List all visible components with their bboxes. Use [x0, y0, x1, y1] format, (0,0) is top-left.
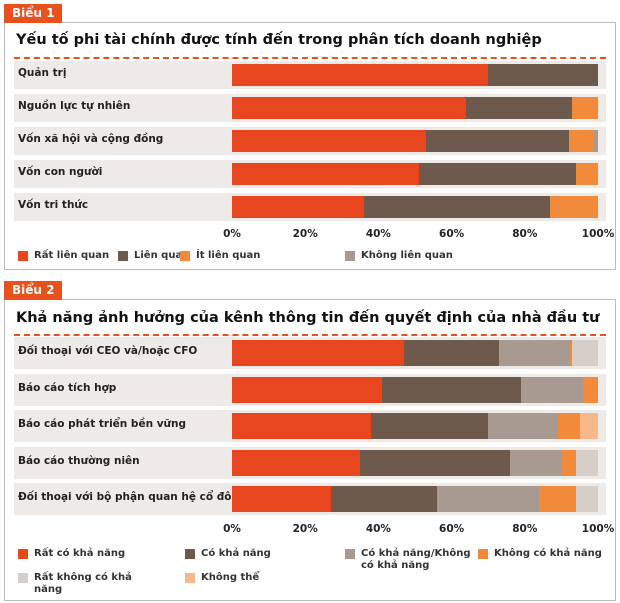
- category-label: Vốn con người: [18, 166, 103, 178]
- bar-segment: [568, 340, 573, 366]
- category-label: Báo cáo tích hợp: [18, 381, 117, 394]
- bar-segment: [583, 376, 598, 403]
- x-tick-label: 40%: [365, 228, 391, 240]
- chart-badge: Biểu 1: [4, 4, 63, 23]
- bar-segment: [576, 163, 598, 185]
- bar-segment: [561, 449, 577, 476]
- legend-swatch: [478, 549, 488, 559]
- chart-title: Khả năng ảnh hưởng của kênh thông tin đế…: [16, 310, 600, 326]
- chart-frame: [4, 22, 616, 270]
- x-tick-label: 80%: [512, 228, 538, 240]
- bar-segment: [521, 376, 584, 403]
- title-separator: [14, 334, 606, 336]
- bar-segment: [363, 196, 551, 218]
- legend-swatch: [185, 549, 195, 559]
- bar-segment: [576, 486, 598, 512]
- bar-segment: [404, 340, 500, 366]
- bar-segment: [572, 97, 598, 119]
- bar-segment: [594, 130, 598, 152]
- x-tick-label: 100%: [581, 523, 615, 535]
- bar-segment: [488, 64, 598, 86]
- bar-segment: [232, 340, 405, 366]
- chart-badge: Biểu 2: [4, 281, 63, 300]
- bar-segment: [232, 130, 426, 152]
- x-tick-label: 60%: [439, 228, 465, 240]
- x-tick-label: 20%: [292, 228, 318, 240]
- bar-segment: [466, 97, 573, 119]
- legend-label: Có khả năng/Không có khả năng: [361, 548, 471, 571]
- category-label: Đối thoại với CEO và/hoặc CFO: [18, 345, 198, 357]
- bar-segment: [418, 163, 577, 185]
- legend-label: Rất có khả năng: [34, 548, 126, 559]
- legend-swatch: [345, 549, 355, 559]
- legend-swatch: [18, 549, 28, 559]
- legend-label: Rất liên quan: [34, 250, 110, 261]
- bar-segment: [436, 486, 540, 512]
- x-tick-label: 60%: [439, 523, 465, 535]
- legend-label: Rất không có khả năng: [34, 572, 132, 595]
- category-label: Vốn tri thức: [18, 199, 89, 211]
- bar-segment: [557, 413, 580, 439]
- legend-swatch: [185, 573, 195, 583]
- bar-segment: [568, 130, 595, 152]
- bar-segment: [232, 163, 419, 185]
- bar-segment: [232, 486, 331, 512]
- bar-segment: [232, 449, 361, 476]
- category-label: Vốn xã hội và cộng đồng: [18, 133, 164, 145]
- legend-label: Liên quan: [134, 250, 190, 261]
- x-tick-label: 0%: [223, 228, 241, 240]
- bar-segment: [232, 97, 467, 119]
- bar-segment: [232, 196, 364, 218]
- chart-frame: [4, 299, 616, 601]
- bar-segment: [232, 413, 372, 439]
- bar-segment: [550, 196, 598, 218]
- bar-segment: [382, 376, 522, 403]
- bar-segment: [579, 413, 598, 439]
- x-tick-label: 100%: [581, 228, 615, 240]
- legend-swatch: [180, 251, 190, 261]
- bar-segment: [330, 486, 437, 512]
- legend-swatch: [18, 251, 28, 261]
- legend-swatch: [118, 251, 128, 261]
- bar-segment: [371, 413, 489, 439]
- legend-label: Có khả năng: [201, 548, 271, 559]
- bar-segment: [576, 449, 598, 476]
- bar-segment: [488, 413, 558, 439]
- x-tick-label: 0%: [223, 523, 241, 535]
- legend-label: Không liên quan: [361, 250, 453, 261]
- legend-swatch: [18, 573, 28, 583]
- bar-segment: [572, 340, 598, 366]
- legend-label: Ít liên quan: [196, 250, 261, 261]
- legend-label: Không có khả năng: [494, 548, 602, 559]
- x-tick-label: 80%: [512, 523, 538, 535]
- x-tick-label: 40%: [365, 523, 391, 535]
- x-tick-label: 20%: [292, 523, 318, 535]
- bar-segment: [499, 340, 569, 366]
- title-separator: [14, 57, 606, 59]
- legend-swatch: [345, 251, 355, 261]
- category-label: Báo cáo thường niên: [18, 454, 140, 467]
- bar-segment: [232, 376, 383, 403]
- bar-segment: [232, 64, 489, 86]
- bar-segment: [425, 130, 569, 152]
- category-label: Nguồn lực tự nhiên: [18, 100, 131, 112]
- chart-title: Yếu tố phi tài chính được tính đến trong…: [16, 32, 542, 48]
- bar-segment: [360, 449, 511, 476]
- bar-segment: [510, 449, 562, 476]
- legend-label: Không thể: [201, 572, 260, 583]
- category-label: Báo cáo phát triển bền vững: [18, 418, 187, 430]
- bar-segment: [539, 486, 577, 512]
- category-label: Quản trị: [18, 67, 67, 79]
- category-label: Đối thoại với bộ phận quan hệ cổ đông: [18, 491, 247, 503]
